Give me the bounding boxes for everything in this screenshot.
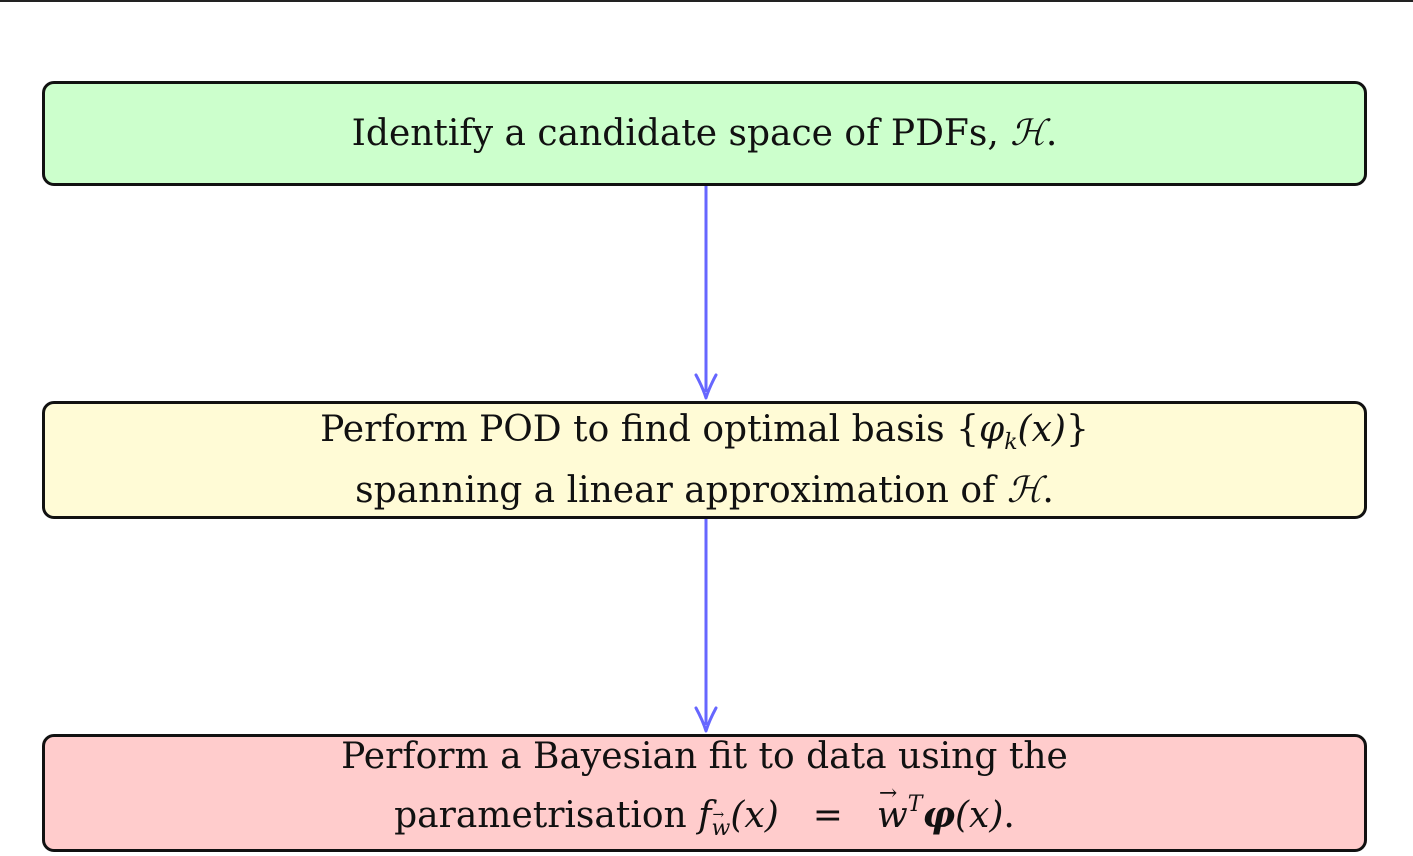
step2-line2-text: spanning a linear approximation of: [355, 469, 996, 511]
step3-line2-text: parametrisation: [394, 795, 687, 836]
vector-w: w: [877, 770, 908, 840]
step3-period: .: [1003, 795, 1015, 836]
step-bayesian-fit: Perform a Bayesian fit to data using the…: [42, 734, 1367, 852]
step2-period: .: [1042, 469, 1054, 511]
arrow-step2-to-step3: [694, 519, 718, 733]
brace-open: {: [956, 408, 979, 450]
step2-line1-text: Perform POD to find optimal basis: [320, 408, 945, 450]
arrow-head-1: [694, 373, 718, 400]
step2-line2: spanning a linear approximation of ℋ.: [355, 467, 1054, 515]
step2-line1: Perform POD to find optimal basis {φk(x)…: [320, 406, 1089, 467]
basis-index-k: k: [1004, 429, 1018, 455]
arrow-step1-to-step2: [694, 186, 718, 400]
step1-line: Identify a candidate space of PDFs, ℋ.: [352, 110, 1058, 158]
basis-phi: φ: [978, 408, 1005, 450]
hilbert-space-symbol: ℋ: [1010, 112, 1046, 154]
function-f: f: [698, 795, 712, 836]
phi-arg: (x): [955, 795, 1004, 836]
bold-phi: φ: [922, 794, 956, 836]
function-f-arg: (x): [730, 795, 779, 836]
hilbert-space-symbol-2: ℋ: [1006, 469, 1043, 511]
brace-close: }: [1065, 408, 1089, 450]
top-border-line: [0, 0, 1413, 2]
basis-arg: (x): [1017, 408, 1066, 450]
step3-line2: parametrisation fw(x)=wTφ(x).: [394, 770, 1015, 853]
step1-text: Identify a candidate space of PDFs,: [351, 112, 999, 154]
step1-period: .: [1045, 112, 1058, 154]
subscript-vector-w: w: [712, 791, 731, 853]
step-identify-space: Identify a candidate space of PDFs, ℋ.: [42, 81, 1367, 186]
step3-line1: Perform a Bayesian fit to data using the: [341, 736, 1068, 777]
equals-sign: =: [812, 795, 843, 836]
step-perform-pod: Perform POD to find optimal basis {φk(x)…: [42, 401, 1367, 519]
arrow-head-2: [694, 706, 718, 733]
transpose-T: T: [907, 792, 923, 817]
